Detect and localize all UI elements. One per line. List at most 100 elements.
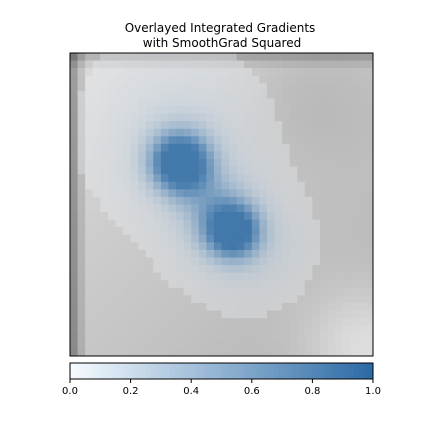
- heatmap-cell: [274, 159, 283, 168]
- heatmap-cell: [138, 90, 147, 99]
- heatmap-cell: [123, 166, 132, 175]
- heatmap-cell: [289, 83, 298, 92]
- heatmap-cell: [289, 151, 298, 160]
- heatmap-cell: [107, 257, 116, 266]
- heatmap-cell: [319, 234, 328, 243]
- heatmap-cell: [191, 242, 200, 251]
- heatmap-cell: [327, 121, 336, 130]
- heatmap-cell: [274, 318, 283, 327]
- heatmap-cell: [335, 212, 344, 221]
- heatmap-cell: [221, 325, 230, 334]
- heatmap-cell: [138, 68, 147, 77]
- heatmap-cell: [319, 106, 328, 115]
- colorbar-segment: [88, 363, 95, 379]
- heatmap-cell: [236, 272, 245, 281]
- heatmap-cell: [350, 53, 359, 61]
- heatmap-cell: [123, 136, 132, 145]
- heatmap-cell: [350, 219, 359, 228]
- heatmap-cell: [85, 159, 94, 168]
- colorbar-segment: [74, 363, 80, 379]
- heatmap-cell: [327, 340, 336, 349]
- heatmap-cell: [206, 340, 215, 349]
- heatmap-cell: [160, 234, 169, 243]
- heatmap-cell: [206, 265, 215, 274]
- heatmap-cell: [92, 189, 101, 198]
- heatmap-cell: [206, 98, 215, 107]
- heatmap-cell: [138, 280, 147, 289]
- heatmap-cell: [130, 159, 139, 168]
- heatmap-cell: [77, 121, 86, 130]
- heatmap-cell: [107, 249, 116, 258]
- heatmap-cell: [312, 310, 321, 319]
- heatmap-cell: [160, 106, 169, 115]
- heatmap-cell: [365, 310, 374, 319]
- heatmap-cell: [259, 128, 268, 137]
- heatmap-cell: [92, 166, 101, 175]
- heatmap-cell: [304, 318, 313, 327]
- heatmap-cell: [319, 295, 328, 304]
- colorbar-segment: [221, 363, 227, 379]
- heatmap-cell: [92, 75, 101, 84]
- heatmap-cell: [77, 106, 86, 115]
- heatmap-cell: [145, 143, 154, 152]
- heatmap-cell: [130, 234, 139, 243]
- heatmap-cell: [213, 53, 222, 61]
- heatmap-cell: [70, 325, 78, 334]
- heatmap-cell: [100, 287, 109, 296]
- heatmap-cell: [221, 98, 230, 107]
- heatmap-cell: [297, 121, 306, 130]
- heatmap-cell: [312, 302, 321, 311]
- heatmap-cell: [289, 249, 298, 258]
- heatmap-cell: [297, 159, 306, 168]
- colorbar-segment: [283, 363, 289, 379]
- heatmap-cell: [85, 75, 94, 84]
- colorbar-segment: [98, 363, 104, 379]
- heatmap-cell: [312, 174, 321, 183]
- heatmap-cell: [145, 98, 154, 107]
- heatmap-cell: [176, 113, 185, 122]
- heatmap-cell: [289, 287, 298, 296]
- colorbar-segment: [150, 363, 156, 379]
- heatmap-cell: [130, 333, 139, 342]
- heatmap-cell: [274, 121, 283, 130]
- heatmap-cell: [85, 348, 94, 357]
- heatmap-frame: [69, 52, 374, 357]
- heatmap-cell: [123, 196, 132, 205]
- heatmap-cell: [107, 333, 116, 342]
- heatmap-cell: [229, 227, 238, 236]
- heatmap-cell: [123, 121, 132, 130]
- heatmap-cell: [350, 98, 359, 107]
- heatmap-cell: [289, 143, 298, 152]
- heatmap-cell: [274, 166, 283, 175]
- heatmap-cell: [259, 287, 268, 296]
- heatmap-cell: [85, 333, 94, 342]
- heatmap-cell: [100, 325, 109, 334]
- heatmap-cell: [206, 113, 215, 122]
- heatmap-cell: [244, 234, 253, 243]
- heatmap-cell: [115, 340, 124, 349]
- heatmap-cell: [289, 136, 298, 145]
- heatmap-cell: [221, 53, 230, 61]
- heatmap-cell: [145, 287, 154, 296]
- heatmap-cell: [115, 280, 124, 289]
- heatmap-cell: [145, 68, 154, 77]
- heatmap-cell: [274, 280, 283, 289]
- heatmap-cell: [153, 272, 162, 281]
- heatmap-cell: [259, 166, 268, 175]
- heatmap-cell: [198, 227, 207, 236]
- chart-title-line-1: Overlayed Integrated Gradients: [125, 21, 316, 35]
- heatmap-cell: [304, 166, 313, 175]
- heatmap-cell: [319, 143, 328, 152]
- heatmap-cell: [251, 136, 260, 145]
- heatmap-cell: [130, 227, 139, 236]
- heatmap-cell: [198, 318, 207, 327]
- heatmap-cell: [183, 333, 192, 342]
- heatmap-cell: [206, 60, 215, 69]
- heatmap-cell: [85, 302, 94, 311]
- heatmap-cell: [100, 212, 109, 221]
- heatmap-cell: [198, 159, 207, 168]
- heatmap-cell: [92, 325, 101, 334]
- heatmap-cell: [282, 310, 291, 319]
- heatmap-cell: [244, 174, 253, 183]
- heatmap-cell: [266, 204, 275, 213]
